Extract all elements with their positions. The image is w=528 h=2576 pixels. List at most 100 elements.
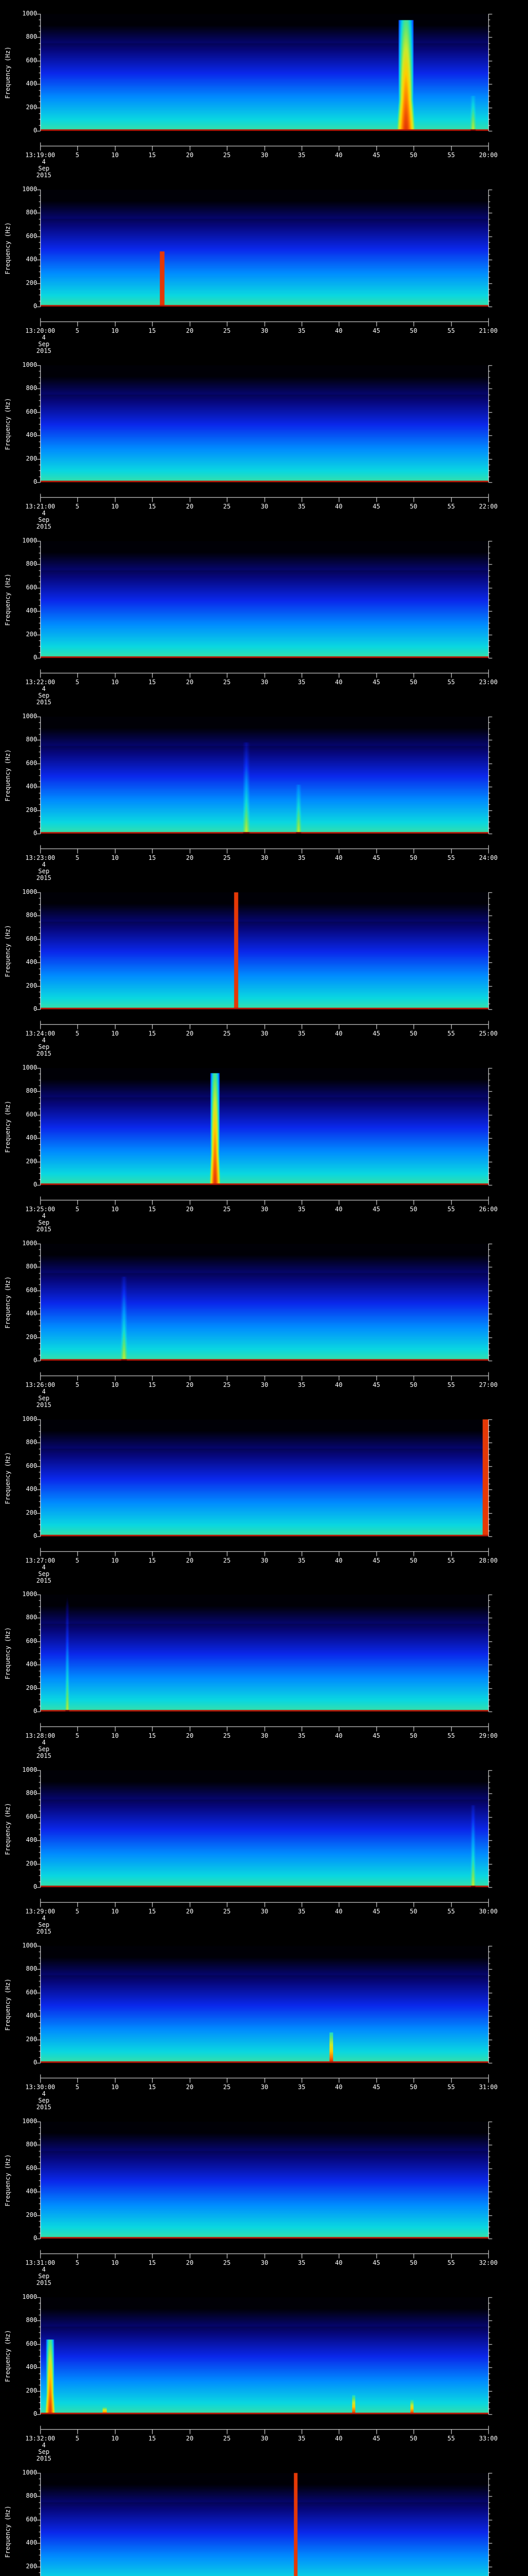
x-tick-label: 5 (75, 1557, 79, 1564)
y-axis-title: Frequency (Hz) (4, 397, 11, 450)
x-tick-label: 50 (409, 503, 418, 510)
y-tick-label: 600 (26, 759, 37, 767)
x-start-time-label: 13:20:00 (25, 327, 55, 334)
spectrogram-plot-canvas (0, 1230, 528, 1405)
y-axis-title: Frequency (Hz) (4, 749, 11, 802)
y-axis-title: Frequency (Hz) (4, 2154, 11, 2207)
y-axis-title: Frequency (Hz) (4, 1276, 11, 1329)
date-day-label: 4 (42, 1212, 46, 1219)
x-start-time-label: 13:21:00 (25, 503, 55, 510)
y-tick-label: 600 (26, 935, 37, 942)
y-tick-label: 400 (26, 783, 37, 790)
y-tick-label: 1000 (22, 1240, 37, 1247)
y-tick-label: 0 (33, 2059, 37, 2066)
x-tick-label: 35 (298, 1732, 306, 1739)
y-tick-label: 800 (26, 384, 37, 392)
x-start-time-label: 13:32:00 (25, 2435, 55, 2442)
y-tick-label: 600 (26, 2516, 37, 2523)
x-tick-label: 55 (447, 503, 455, 510)
x-tick-label: 45 (372, 2259, 381, 2266)
x-tick-label: 40 (335, 1557, 343, 1564)
x-tick-label: 50 (409, 327, 418, 334)
y-tick-label: 400 (26, 607, 37, 614)
y-tick-label: 1000 (22, 2293, 37, 2300)
y-tick-label: 800 (26, 1614, 37, 1621)
date-month-label: Sep (38, 2273, 50, 2280)
x-tick-label: 15 (148, 1381, 156, 1388)
x-tick-label: 20 (186, 1206, 194, 1213)
y-tick-label: 200 (26, 2387, 37, 2394)
x-tick-label: 20 (186, 2435, 194, 2442)
x-end-time-label: 27:00 (478, 1381, 498, 1388)
spectrogram-panel: Frequency (Hz) 0 200 400 600 800 1000 13:21:00 5… (0, 351, 528, 530)
x-tick-label: 5 (75, 1381, 79, 1388)
x-tick-label: 25 (223, 1557, 231, 1564)
x-tick-label: 5 (75, 1206, 79, 1213)
x-tick-label: 35 (298, 503, 306, 510)
x-tick-label: 35 (298, 1030, 306, 1037)
x-tick-label: 45 (372, 503, 381, 510)
spectrogram-panel: Frequency (Hz) 0 200 400 600 800 1000 13:22:00 5… (0, 527, 528, 706)
y-tick-label: 200 (26, 1509, 37, 1516)
x-tick-label: 30 (260, 151, 269, 159)
x-tick-label: 15 (148, 1557, 156, 1564)
x-tick-label: 10 (111, 327, 119, 334)
y-tick-label: 200 (26, 1860, 37, 1867)
spectrogram-panel: Frequency (Hz) 0 200 400 600 800 1000 13:25:00 5… (0, 1054, 528, 1233)
y-tick-label: 0 (33, 127, 37, 134)
y-tick-label: 0 (33, 2234, 37, 2242)
x-tick-label: 55 (447, 1732, 455, 1739)
y-tick-label: 1000 (22, 1064, 37, 1071)
spectrogram-plot-canvas (0, 176, 528, 351)
x-tick-label: 45 (372, 1030, 381, 1037)
y-tick-label: 800 (26, 736, 37, 743)
x-end-time-label: 20:00 (478, 151, 498, 159)
x-tick-label: 55 (447, 854, 455, 861)
x-end-time-label: 26:00 (478, 1206, 498, 1213)
date-month-label: Sep (38, 165, 50, 172)
x-tick-label: 40 (335, 854, 343, 861)
spectrogram-panel: Frequency (Hz) 0 200 400 600 800 1000 13:29:00 5… (0, 1756, 528, 1935)
x-tick-label: 20 (186, 151, 194, 159)
x-tick-label: 5 (75, 503, 79, 510)
y-tick-label: 800 (26, 1087, 37, 1094)
spectrogram-plot-canvas (0, 527, 528, 703)
y-tick-label: 800 (26, 2492, 37, 2499)
x-tick-label: 55 (447, 1381, 455, 1388)
y-tick-label: 600 (26, 2340, 37, 2347)
x-tick-label: 10 (111, 1381, 119, 1388)
date-day-label: 4 (42, 1037, 46, 1044)
y-tick-label: 1000 (22, 713, 37, 720)
x-tick-label: 30 (260, 1381, 269, 1388)
x-tick-label: 30 (260, 1908, 269, 1915)
x-tick-label: 10 (111, 2435, 119, 2442)
x-tick-label: 55 (447, 151, 455, 159)
x-tick-label: 50 (409, 2259, 418, 2266)
x-tick-label: 25 (223, 679, 231, 686)
y-tick-label: 200 (26, 104, 37, 111)
x-tick-label: 25 (223, 1908, 231, 1915)
x-tick-label: 45 (372, 854, 381, 861)
x-tick-label: 45 (372, 2435, 381, 2442)
x-tick-label: 45 (372, 2083, 381, 2091)
x-tick-label: 50 (409, 679, 418, 686)
date-day-label: 4 (42, 2090, 46, 2097)
date-day-label: 4 (42, 2266, 46, 2273)
x-tick-label: 40 (335, 503, 343, 510)
y-tick-label: 200 (26, 455, 37, 462)
x-tick-label: 35 (298, 327, 306, 334)
x-tick-label: 50 (409, 1908, 418, 1915)
x-tick-label: 40 (335, 151, 343, 159)
y-tick-label: 200 (26, 1158, 37, 1165)
x-tick-label: 15 (148, 1908, 156, 1915)
x-end-time-label: 28:00 (478, 1557, 498, 1564)
x-tick-label: 45 (372, 1908, 381, 1915)
x-tick-label: 15 (148, 1206, 156, 1213)
x-tick-label: 10 (111, 151, 119, 159)
spectrogram-panel: Frequency (Hz) 0 200 400 600 800 1000 13:30:00 5… (0, 1932, 528, 2111)
x-tick-label: 25 (223, 1206, 231, 1213)
x-tick-label: 55 (447, 2259, 455, 2266)
spectrogram-plot-canvas (0, 1932, 528, 2108)
y-tick-label: 800 (26, 2141, 37, 2148)
y-tick-label: 600 (26, 1637, 37, 1645)
